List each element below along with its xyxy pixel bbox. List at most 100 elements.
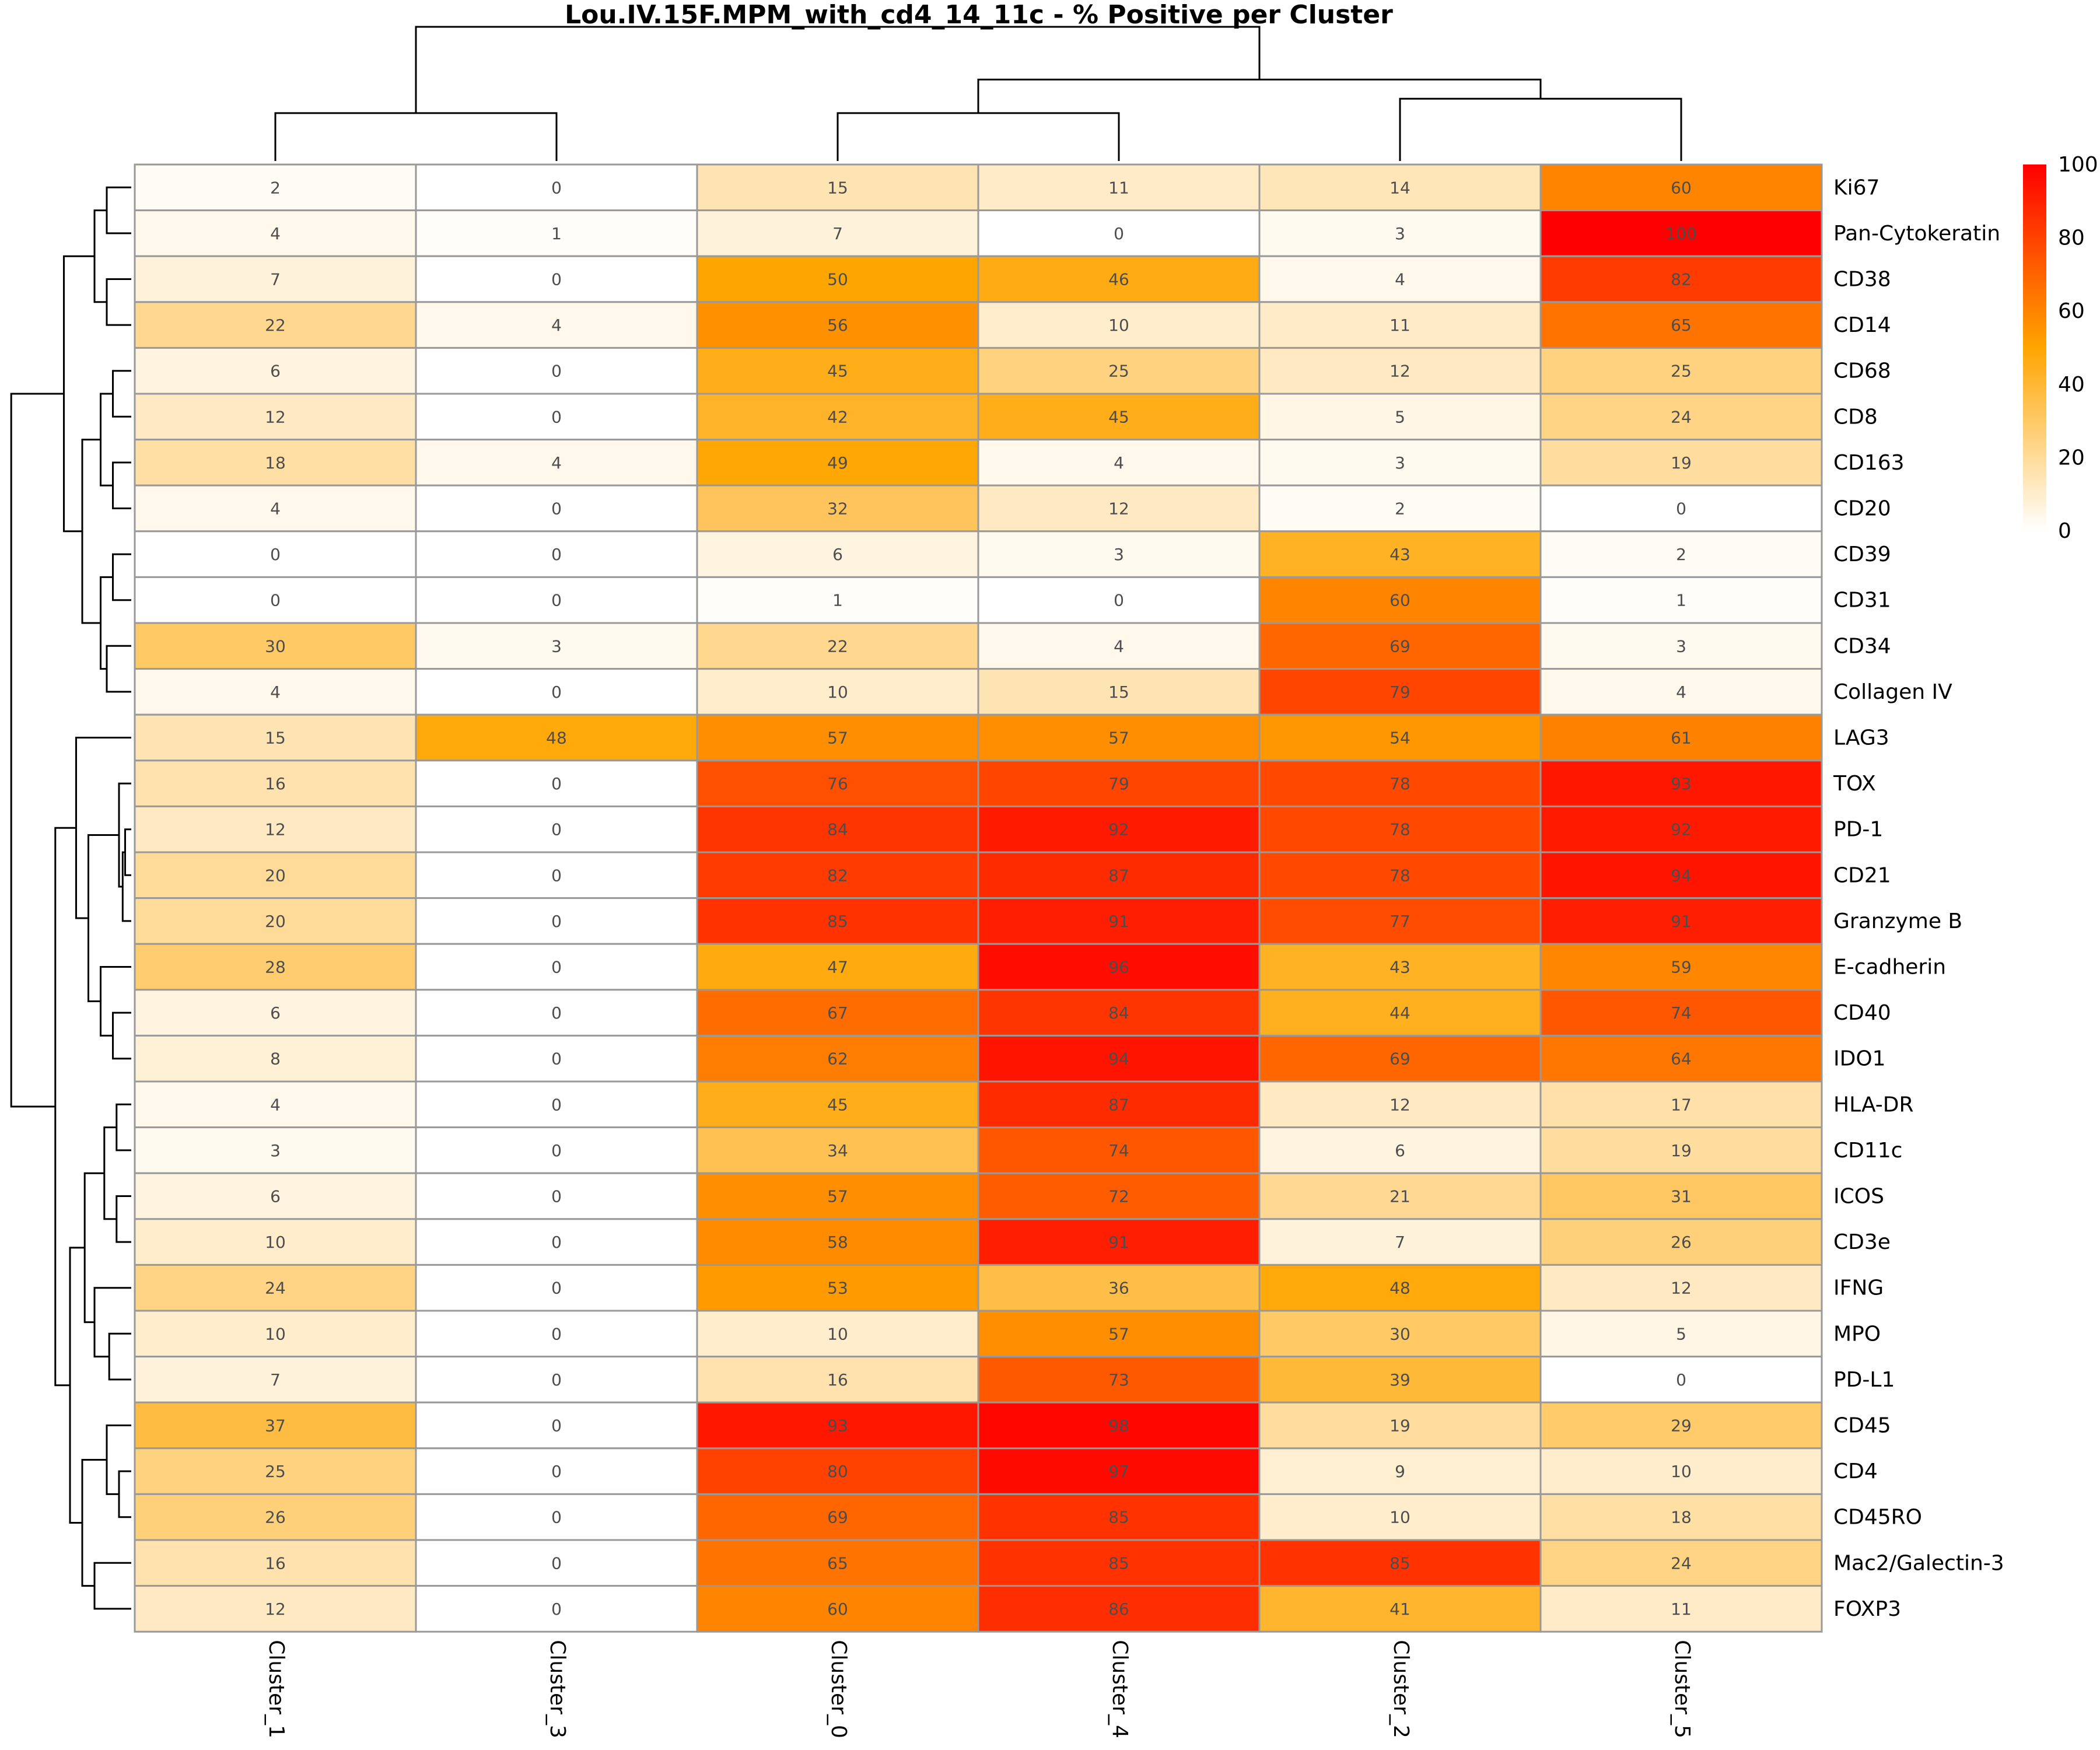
cell-value-label: 60 <box>1390 591 1410 610</box>
cell-value-label: 100 <box>1665 224 1696 243</box>
legend-tick-label: 20 <box>2058 446 2085 470</box>
cell-value-label: 39 <box>1390 1370 1410 1390</box>
row-label: CD45 <box>1833 1414 1891 1438</box>
cell-value-label: 21 <box>1390 1187 1410 1206</box>
cell-value-label: 91 <box>1671 912 1692 931</box>
row-dendrogram-branch <box>121 851 131 922</box>
cell-value-label: 78 <box>1390 820 1410 839</box>
heatmap-cell <box>1539 393 1823 441</box>
row-label: CD31 <box>1833 589 1891 612</box>
cell-value-label: 47 <box>827 958 848 977</box>
heatmap-cell <box>977 1356 1261 1404</box>
cell-value-label: 22 <box>827 636 848 656</box>
cell-value-label: 69 <box>1390 1049 1410 1069</box>
cell-value-label: 4 <box>270 682 281 702</box>
heatmap-cell <box>415 1493 698 1541</box>
cell-value-label: 94 <box>1671 866 1692 885</box>
row-label: CD38 <box>1833 268 1891 292</box>
color-legend: 0 20 40 60 80 100 <box>2023 153 2098 543</box>
heatmap-cell <box>696 1264 979 1312</box>
cell-value-label: 10 <box>1671 1462 1692 1481</box>
heatmap-cell <box>977 1080 1261 1129</box>
cell-value-label: 15 <box>827 178 848 197</box>
cell-value-label: 58 <box>827 1233 848 1252</box>
cell-value-label: 14 <box>1390 178 1410 197</box>
heatmap-cell <box>415 805 698 853</box>
cell-value-label: 1 <box>1676 591 1686 610</box>
row-dendrogram-branch <box>106 645 131 693</box>
heatmap-cell <box>415 1034 698 1083</box>
cell-value-label: 18 <box>265 453 286 473</box>
cell-value-label: 12 <box>1671 1279 1692 1298</box>
cell-value-label: 7 <box>270 270 281 289</box>
cell-value-label: 0 <box>551 178 562 197</box>
cell-value-label: 84 <box>1108 1003 1129 1023</box>
cell-value-label: 50 <box>827 270 848 289</box>
cell-value-label: 0 <box>551 774 562 793</box>
heatmap-cell <box>1258 1218 1542 1266</box>
row-dendrogram-branch <box>81 439 101 624</box>
cell-value-label: 0 <box>551 545 562 564</box>
heatmap-cell <box>134 1080 417 1129</box>
cell-value-label: 4 <box>270 1095 281 1114</box>
heatmap-cell <box>134 805 417 853</box>
cell-value-label: 0 <box>551 866 562 885</box>
heatmap-cell <box>415 1080 698 1129</box>
row-label: ICOS <box>1833 1185 1884 1209</box>
cell-value-label: 69 <box>827 1508 848 1527</box>
cell-value-label: 92 <box>1108 820 1129 839</box>
cell-value-label: 85 <box>1108 1553 1129 1573</box>
heatmap-cell <box>415 1218 698 1266</box>
row-label: CD3e <box>1833 1230 1891 1254</box>
cell-value-label: 0 <box>551 1187 562 1206</box>
cell-value-label: 4 <box>1395 270 1405 289</box>
column-dendrogram-branch <box>836 112 1120 161</box>
heatmap-cell <box>134 484 417 533</box>
cell-value-label: 4 <box>1114 453 1124 473</box>
cell-value-label: 4 <box>1114 636 1124 656</box>
cell-value-label: 53 <box>827 1279 848 1298</box>
cell-value-label: 87 <box>1108 1095 1129 1114</box>
heatmap-cell <box>977 622 1261 670</box>
cell-value-label: 0 <box>551 1508 562 1527</box>
cell-value-label: 72 <box>1108 1187 1129 1206</box>
cell-value-label: 7 <box>270 1370 281 1390</box>
heatmap-cell <box>1539 1218 1823 1266</box>
legend-tick-label: 100 <box>2058 153 2098 177</box>
heatmap-cell <box>1258 209 1542 257</box>
legend-tick-label: 0 <box>2058 519 2071 543</box>
cell-value-label: 3 <box>1395 453 1405 473</box>
cell-value-label: 25 <box>265 1462 286 1481</box>
cell-value-label: 16 <box>827 1370 848 1390</box>
heatmap-cell <box>696 805 979 853</box>
column-dendrogram-branch <box>274 112 558 161</box>
heatmap-cell <box>1258 484 1542 533</box>
heatmap-cell <box>696 484 979 533</box>
row-label: CD8 <box>1833 405 1878 429</box>
cell-value-label: 0 <box>551 820 562 839</box>
heatmap-cell <box>1258 1493 1542 1541</box>
cell-value-label: 12 <box>1390 1095 1410 1114</box>
cell-value-label: 4 <box>1676 682 1686 702</box>
cell-value-label: 93 <box>827 1416 848 1436</box>
heatmap-cell <box>134 346 417 395</box>
cell-value-label: 12 <box>265 407 286 426</box>
legend-tick-label: 60 <box>2058 299 2085 323</box>
cell-value-label: 12 <box>1390 362 1410 381</box>
cell-value-label: 24 <box>265 1279 286 1298</box>
heatmap-cell <box>977 1401 1261 1450</box>
heatmap-cell <box>1539 484 1823 533</box>
cell-value-label: 42 <box>827 407 848 426</box>
cell-value-label: 91 <box>1108 912 1129 931</box>
heatmap-cell <box>1539 897 1823 945</box>
heatmap-cell <box>696 346 979 395</box>
cell-value-label: 19 <box>1671 453 1692 473</box>
heatmap-cell <box>415 393 698 441</box>
heatmap-cell <box>415 1585 698 1633</box>
cell-value-label: 24 <box>1671 1553 1692 1573</box>
cell-value-label: 29 <box>1671 1416 1692 1436</box>
cell-value-label: 9 <box>1395 1462 1405 1481</box>
heatmap-cell <box>415 209 698 257</box>
cell-value-label: 44 <box>1390 1003 1410 1023</box>
heatmap-cell <box>415 851 698 900</box>
